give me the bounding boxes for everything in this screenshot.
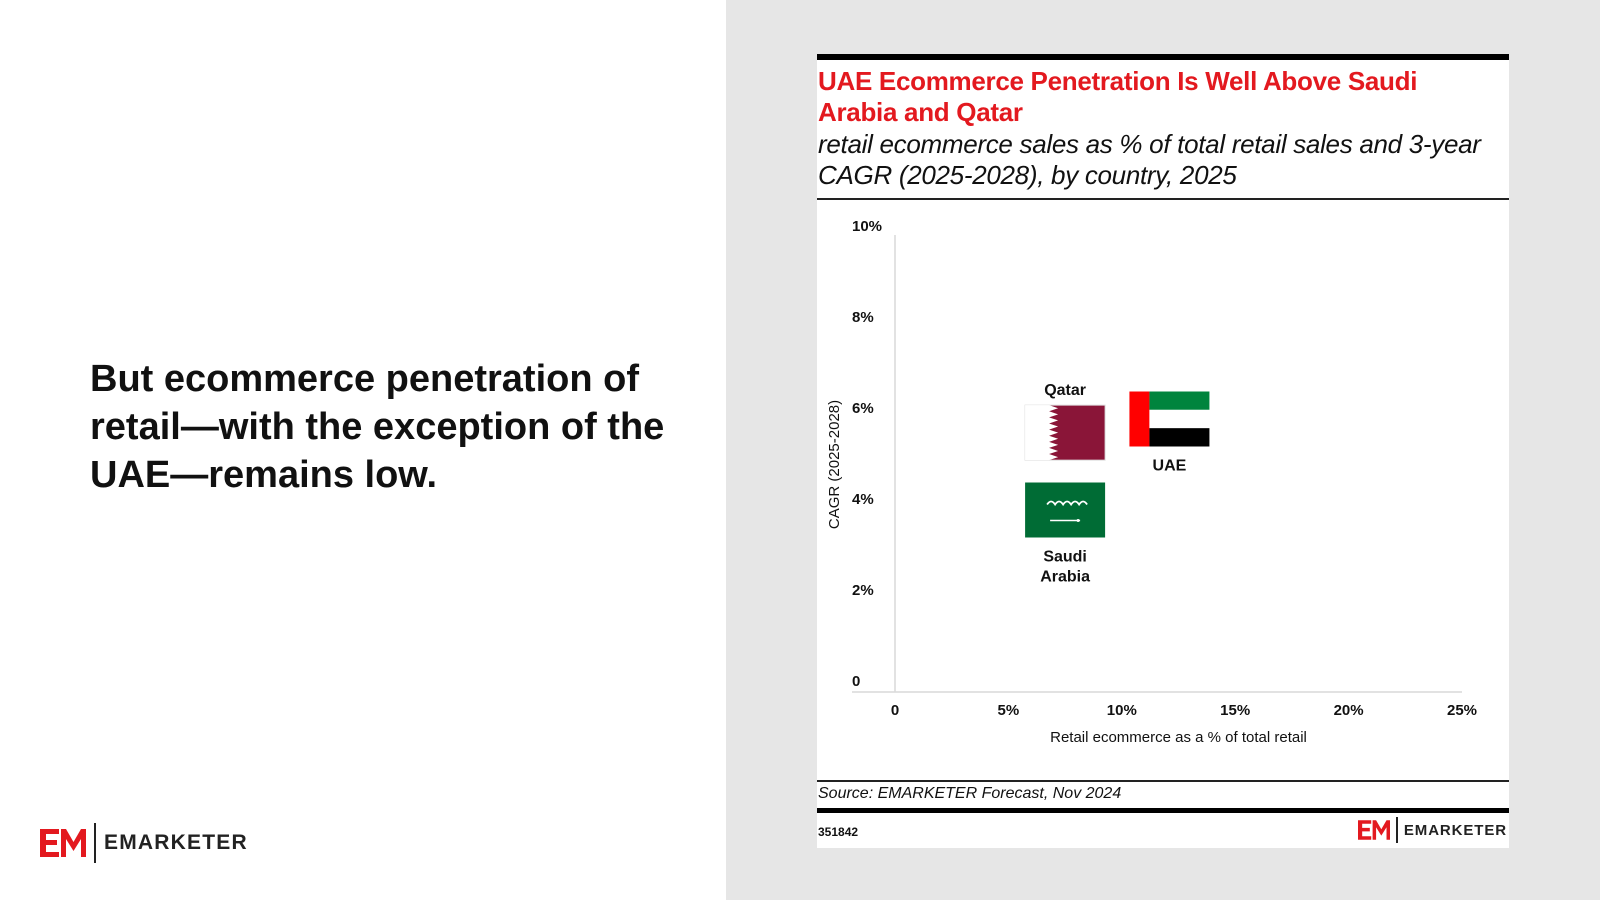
chart-title: UAE Ecommerce Penetration Is Well Above … <box>818 66 1418 127</box>
saudi-arabia-flag-field <box>1025 482 1106 538</box>
chart-id: 351842 <box>818 825 859 839</box>
y-axis-title: CAGR (2025-2028) <box>826 400 843 529</box>
card-emarketer-logo: EMARKETER <box>1357 817 1507 843</box>
left-pane: But ecommerce penetration of retail—with… <box>0 0 726 900</box>
source-rule <box>817 780 1509 782</box>
top-rule <box>817 54 1509 60</box>
uae-flag-green-band <box>1149 391 1210 410</box>
chart-subtitle: retail ecommerce sales as % of total ret… <box>818 129 1481 190</box>
qatar-flag-icon <box>1024 404 1106 461</box>
x-tick-label: 5% <box>998 702 1020 719</box>
y-tick-label: 8% <box>852 309 874 326</box>
saudi-arabia-flag-sword-hilt <box>1076 519 1080 522</box>
chart-card: UAE Ecommerce Penetration Is Well Above … <box>817 54 1509 848</box>
source-note: Source: EMARKETER Forecast, Nov 2024 <box>818 785 1122 802</box>
y-tick-label: 2% <box>852 582 874 599</box>
point-label: UAE <box>1153 458 1187 475</box>
y-tick-label: 10% <box>852 218 882 235</box>
x-tick-label: 15% <box>1220 702 1250 719</box>
y-tick-label: 6% <box>852 400 874 417</box>
em-logo-mark-icon <box>40 829 86 857</box>
x-axis-title: Retail ecommerce as a % of total retail <box>1050 729 1307 746</box>
point-qatar: Qatar <box>1024 382 1106 461</box>
uae-flag-red-band <box>1129 391 1150 447</box>
slide-headline: But ecommerce penetration of retail—with… <box>90 358 665 496</box>
point-label: Arabia <box>1040 569 1090 586</box>
y-tick-label: 4% <box>852 491 874 508</box>
emarketer-logo: EMARKETER <box>40 823 248 863</box>
subtitle-rule <box>817 198 1509 200</box>
uae-flag-icon <box>1129 391 1210 447</box>
point-label: Qatar <box>1044 382 1086 399</box>
uae-flag-black-band <box>1149 428 1210 447</box>
logo-divider <box>94 823 96 863</box>
saudi-arabia-flag-script <box>1046 500 1088 507</box>
point-label: Saudi <box>1043 549 1087 566</box>
qatar-flag-white-band <box>1025 405 1059 461</box>
x-tick-label: 0 <box>891 702 899 719</box>
card-brand-wordmark: EMARKETER <box>1403 821 1507 839</box>
brand-wordmark: EMARKETER <box>104 831 248 854</box>
x-tick-label: 20% <box>1334 702 1364 719</box>
em-logo-mark-icon <box>1357 820 1390 840</box>
x-tick-label: 10% <box>1107 702 1137 719</box>
scatter-plot: 0 2% 4% 6% 8% 10% 0 5% 10% 15% 20% 25% Retail ecomme… <box>826 218 1477 746</box>
uae-flag-white-band <box>1149 409 1210 429</box>
point-saudi-arabia: Saudi Arabia <box>1025 482 1106 586</box>
y-tick-label: 0 <box>852 673 860 690</box>
bottom-rule <box>817 808 1509 813</box>
logo-divider <box>1395 817 1398 843</box>
saudi-arabia-flag-icon <box>1025 482 1106 538</box>
point-uae: UAE <box>1129 391 1210 475</box>
x-tick-label: 25% <box>1447 702 1477 719</box>
